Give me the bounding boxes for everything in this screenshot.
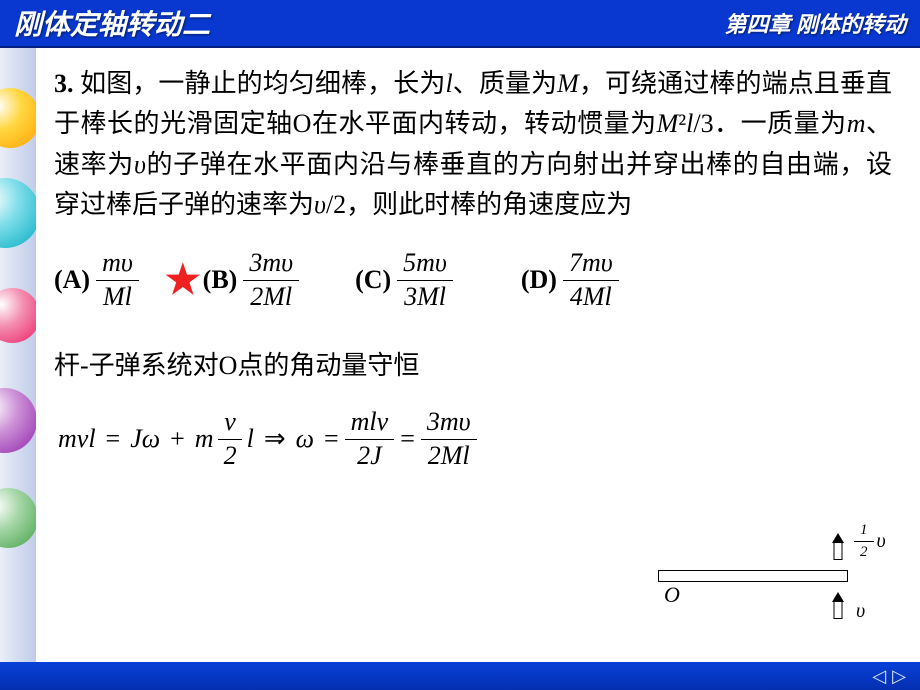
eq-frac-2: mlv 2J [345, 408, 395, 470]
next-slide-button[interactable]: ▷ [892, 666, 906, 687]
choice-D-label: (D) [521, 265, 557, 295]
prev-slide-button[interactable]: ◁ [872, 666, 886, 687]
choice-B-fraction: 3mυ 2Ml [243, 249, 299, 311]
rod-diagram: O 1 2 υ⃗ υ⃗ [640, 522, 890, 632]
choice-C-label: (C) [355, 265, 391, 295]
choice-A-label: (A) [54, 265, 90, 295]
slide-footer: ◁ ▷ [0, 662, 920, 690]
rod-shape [658, 570, 848, 582]
problem-body: 如图，一静止的均匀细棒，长为l、质量为M，可绕通过棒的端点且垂直于棒长的光滑固定… [54, 69, 892, 219]
full-v-label: υ⃗ [856, 600, 881, 623]
choice-D-fraction: 7mυ 4Ml [563, 249, 619, 311]
slide-content: 3. 如图，一静止的均匀细棒，长为l、质量为M，可绕通过棒的端点且垂直于棒长的光… [36, 48, 920, 662]
header-title-right: 第四章 刚体的转动 [724, 7, 906, 39]
choices-row: (A) mυ Ml ★ (B) 3mυ 2Ml (C) 5mυ 3Ml (D) … [54, 249, 892, 311]
balloon-decoration [0, 178, 36, 248]
half-v-label: 1 2 υ⃗ [854, 522, 901, 560]
solution-equation: mvl = Jω + m v 2 l ⇒ ω = mlv 2J = 3mυ 2M… [54, 408, 892, 470]
explanation-text: 杆-子弹系统对O点的角动量守恒 [54, 345, 892, 382]
eq-frac-1: v 2 [218, 408, 243, 470]
O-point-label: O [664, 582, 680, 608]
balloon-decoration [0, 388, 36, 453]
balloon-decoration [0, 488, 36, 548]
problem-text: 3. 如图，一静止的均匀细棒，长为l、质量为M，可绕通过棒的端点且垂直于棒长的光… [54, 64, 892, 225]
velocity-arrow-full [832, 592, 844, 620]
header-title-left: 刚体定轴转动二 [14, 3, 210, 43]
choice-C-fraction: 5mυ 3Ml [397, 249, 453, 311]
balloon-decoration [0, 288, 36, 343]
choice-B-label: (B) [203, 265, 238, 295]
problem-number: 3. [54, 69, 74, 98]
choice-A-fraction: mυ Ml [96, 249, 139, 311]
velocity-arrow-half [832, 533, 844, 561]
correct-star-icon: ★ [165, 260, 201, 300]
decorative-sidebar [0, 48, 36, 662]
eq-frac-3: 3mυ 2Ml [421, 408, 477, 470]
slide-header: 刚体定轴转动二 第四章 刚体的转动 [0, 0, 920, 48]
balloon-decoration [0, 88, 36, 148]
